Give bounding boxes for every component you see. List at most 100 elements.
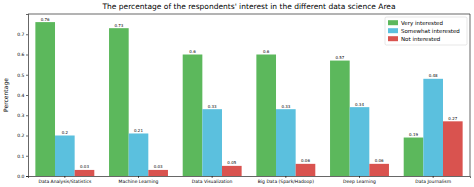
- data-label: 0.21: [134, 128, 143, 133]
- tick: 0.7: [17, 32, 28, 37]
- bar: [35, 22, 55, 176]
- bar: [55, 136, 75, 177]
- legend-item: Somewhat interested: [388, 28, 460, 34]
- tick-label: Machine Learning: [119, 179, 159, 184]
- tick-label: Deep Learning: [343, 179, 376, 184]
- chart: 0.76 0.73 0.6 0.6 0.57 0.19 0.2 0.21 0.33 0.33 0.3…: [0, 0, 474, 187]
- legend-swatch: [388, 20, 398, 25]
- axis-line: [29, 177, 471, 179]
- tick: 0.1: [17, 154, 28, 159]
- tick-label: 0.7: [17, 32, 24, 37]
- tick-label: 0.6: [17, 52, 24, 57]
- tick-label: Data Visualization: [192, 179, 233, 184]
- tick: 0.6: [17, 52, 28, 57]
- tick: Machine Learning: [119, 176, 159, 184]
- data-label: 0.48: [429, 73, 438, 78]
- bar: [129, 133, 149, 176]
- data-label: 0.19: [409, 132, 418, 137]
- tick: 0.0: [17, 174, 28, 179]
- data-label: 0.76: [41, 17, 50, 22]
- axis-title: Percentage: [2, 78, 10, 112]
- data-label: 0.2: [62, 130, 69, 135]
- legend-swatch: [388, 28, 398, 33]
- tick-mark: [138, 176, 139, 178]
- tick-mark: [26, 156, 28, 157]
- bar: [256, 55, 276, 177]
- tick: 0.2: [17, 133, 28, 138]
- tick: 0.4: [17, 93, 28, 98]
- x-axis: Data Analysis/Statistics Machine Learning…: [29, 176, 471, 184]
- data-label: 0.06: [301, 158, 310, 163]
- tick-mark: [433, 176, 434, 178]
- bar: [330, 61, 350, 176]
- bar: [296, 164, 316, 176]
- tick-mark: [212, 176, 213, 178]
- y-axis: 0.0 0.1 0.2 0.3 0.4 0.5 0.6 0.7: [17, 15, 28, 179]
- bar: [369, 164, 389, 176]
- legend: Very interestedSomewhat interested Not in…: [385, 17, 467, 45]
- bar: [404, 138, 424, 176]
- tick-mark: [359, 176, 360, 178]
- tick: Data Visualization: [192, 176, 233, 184]
- data-label: 0.05: [227, 160, 236, 165]
- tick-mark: [26, 136, 28, 137]
- tick-mark: [64, 176, 65, 178]
- data-label: 0.33: [208, 104, 217, 109]
- legend-item: Not interested: [388, 36, 440, 42]
- tick: Big Data (Spark/Hadoop): [258, 176, 314, 184]
- tick-mark: [285, 176, 286, 178]
- data-label: 0.33: [281, 104, 290, 109]
- bar-series: [75, 121, 463, 176]
- data-label: 0.27: [448, 116, 457, 121]
- axis-line: [26, 15, 29, 177]
- bar-series: [35, 22, 423, 176]
- bar: [443, 121, 463, 176]
- tick-mark: [26, 55, 28, 56]
- legend-swatch: [388, 36, 398, 41]
- tick: Data Analysis/Statistics: [38, 176, 91, 184]
- data-label: 0.73: [114, 23, 123, 28]
- tick-label: 0.1: [17, 154, 24, 159]
- data-label: 0.6: [189, 49, 196, 54]
- tick-label: 0.5: [17, 73, 24, 78]
- tick-label: 0.0: [17, 174, 24, 179]
- data-label: 0.34: [355, 102, 364, 107]
- bar: [222, 166, 242, 176]
- tick-mark: [26, 34, 28, 35]
- bar: [202, 109, 222, 176]
- data-label: 0.57: [335, 55, 344, 60]
- data-label: 0.06: [375, 158, 384, 163]
- tick-label: 0.3: [17, 113, 24, 118]
- data-label: 0.03: [80, 164, 89, 169]
- tick: Data Journalism: [415, 176, 451, 184]
- tick-mark: [26, 95, 28, 96]
- bar: [148, 170, 168, 176]
- data-label: 0.6: [263, 49, 270, 54]
- tick-mark: [26, 115, 28, 116]
- legend-label: Somewhat interested: [401, 28, 460, 34]
- bar-series: [55, 79, 443, 176]
- bar: [183, 55, 203, 177]
- tick-label: 0.2: [17, 133, 24, 138]
- bar: [109, 28, 129, 176]
- data-labels: 0.76 0.73 0.6 0.6 0.57 0.19 0.2 0.21 0.33 0.33 0.3…: [41, 17, 458, 170]
- bar: [350, 107, 370, 176]
- bar: [423, 79, 443, 176]
- legend-label: Not interested: [401, 36, 440, 42]
- tick: Deep Learning: [343, 176, 376, 184]
- plot: 0.76 0.73 0.6 0.6 0.57 0.19 0.2 0.21 0.33 0.33 0.3…: [17, 14, 470, 184]
- tick: 0.5: [17, 73, 28, 78]
- bar: [75, 170, 95, 176]
- data-label: 0.03: [154, 164, 163, 169]
- bar: [276, 109, 296, 176]
- tick-label: Data Analysis/Statistics: [38, 179, 91, 184]
- tick-label: Data Journalism: [415, 179, 451, 184]
- legend-box: [385, 17, 467, 45]
- tick-mark: [26, 176, 28, 177]
- tick: 0.3: [17, 113, 28, 118]
- legend-label: Very interested: [401, 20, 443, 27]
- tick-label: 0.4: [17, 93, 24, 98]
- frame: [470, 14, 471, 176]
- frame: [28, 14, 470, 15]
- tick-label: Big Data (Spark/Hadoop): [258, 179, 314, 184]
